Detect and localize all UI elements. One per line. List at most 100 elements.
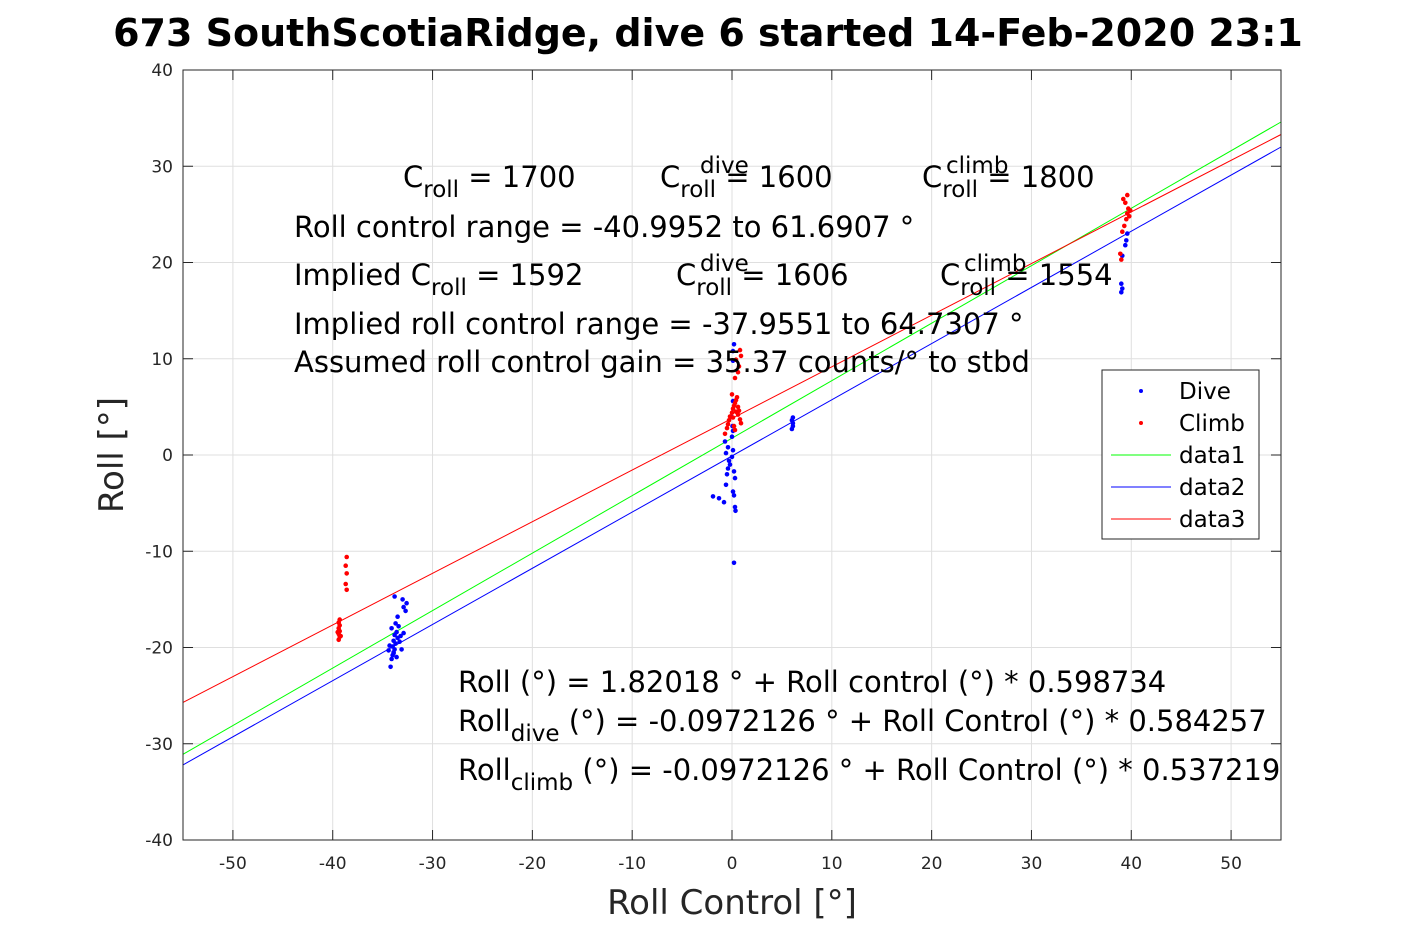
dive-point: [790, 415, 796, 420]
climb-point: [344, 554, 350, 560]
dive-point: [391, 638, 396, 644]
x-tick-label: 20: [921, 854, 943, 874]
range-text: Roll control range = -40.9952 to 61.6907…: [294, 210, 914, 244]
x-tick-label: -20: [518, 854, 546, 874]
climb-point: [733, 357, 739, 363]
dive-point: [394, 629, 399, 635]
climb-point: [738, 420, 744, 426]
dive-point: [732, 475, 738, 481]
legend-dive-label: Dive: [1179, 379, 1231, 405]
climb-point: [1122, 223, 1127, 229]
implied-coeff-dive-sup: dive: [700, 251, 749, 277]
climb-point: [343, 581, 349, 587]
dive-point: [1120, 286, 1125, 291]
climb-point: [729, 410, 735, 416]
dive-point: [733, 508, 738, 514]
x-tick-label: 40: [1120, 854, 1142, 874]
implied-coeff-dive: Croll = 1606: [676, 258, 849, 301]
climb-point: [736, 364, 742, 369]
dive-point: [726, 458, 732, 464]
dive-point: [398, 633, 403, 639]
dive-point: [395, 614, 400, 619]
climb-point: [737, 417, 743, 422]
climb-point: [1121, 196, 1126, 202]
data-points: [335, 192, 1133, 670]
climb-point: [734, 395, 740, 400]
dive-point: [1123, 242, 1128, 248]
implied-range-text: Implied roll control range = -37.9551 to…: [294, 307, 1024, 341]
dive-point: [722, 439, 728, 444]
dive-point: [396, 624, 401, 629]
climb-point: [335, 629, 341, 635]
legend-data1-label: data1: [1179, 443, 1245, 469]
fit-equation-dive: Rolldive (°) = -0.0972126 ° + Roll Contr…: [458, 704, 1267, 747]
y-tick-label: 30: [151, 157, 173, 177]
legend-data2-label: data2: [1179, 475, 1245, 501]
y-tick-label: -20: [145, 639, 173, 659]
dive-point: [723, 482, 729, 488]
y-tick-label: 10: [151, 350, 173, 370]
coeff-roll-dive: Croll = 1600: [660, 160, 833, 203]
climb-point: [731, 423, 737, 429]
dive-point: [394, 654, 399, 660]
climb-point: [338, 633, 344, 639]
dive-point: [397, 639, 402, 644]
legend-dive-marker: [1139, 389, 1143, 393]
x-tick-label: 30: [1021, 854, 1043, 874]
climb-point: [737, 347, 743, 353]
climb-point: [337, 617, 343, 622]
legend: Dive Climb data1 data2 data3: [1101, 369, 1260, 540]
y-tick-label: 0: [162, 446, 173, 466]
fit-equation-climb: Rollclimb (°) = -0.0972126 ° + Roll Cont…: [458, 753, 1280, 796]
dive-point: [724, 472, 730, 477]
dive-point: [732, 504, 738, 510]
x-tick-label: 10: [821, 854, 843, 874]
dive-point: [403, 608, 408, 614]
x-ticks: -50 -40 -30 -20 -10 0 10 20 30 40 50: [219, 70, 1242, 874]
y-tick-label: 20: [151, 254, 173, 274]
dive-point: [400, 597, 405, 602]
climb-point: [722, 431, 728, 437]
dive-point: [731, 342, 737, 347]
x-tick-label: -40: [319, 854, 347, 874]
x-axis-label: Roll Control [°]: [607, 883, 857, 923]
dive-point: [725, 445, 731, 450]
coeff-roll-climb-sup: climb: [946, 153, 1008, 179]
dive-point: [710, 494, 716, 499]
dive-point: [401, 604, 406, 610]
annotations: Croll = 1700 Croll = 1600 dive Croll = 1…: [294, 153, 1280, 796]
x-tick-label: -50: [219, 854, 247, 874]
fit-equation: Roll (°) = 1.82018 ° + Roll control (°) …: [458, 665, 1166, 699]
dive-point: [404, 600, 409, 606]
climb-point: [730, 415, 736, 420]
legend-data3-label: data3: [1179, 507, 1245, 533]
legend-climb-label: Climb: [1179, 411, 1245, 437]
climb-point: [1123, 200, 1128, 206]
y-tick-label: -10: [145, 542, 173, 562]
dive-point: [721, 499, 727, 505]
y-tick-label: -40: [145, 831, 173, 851]
implied-coeff-climb-sup: climb: [964, 251, 1026, 277]
y-tick-label: -30: [145, 735, 173, 755]
climb-point: [733, 409, 739, 415]
dive-point: [401, 630, 406, 636]
dive-point: [731, 560, 737, 566]
dive-point: [730, 489, 736, 494]
climb-point: [344, 587, 350, 593]
climb-point: [1119, 257, 1124, 262]
legend-climb-marker: [1139, 421, 1143, 425]
dive-point: [725, 466, 731, 471]
dive-point: [731, 469, 737, 474]
gain-text: Assumed roll control gain = 35.37 counts…: [294, 345, 1030, 379]
climb-point: [343, 563, 349, 568]
climb-point: [738, 353, 744, 359]
climb-point: [729, 392, 735, 397]
dive-point: [723, 450, 729, 456]
climb-point: [732, 427, 738, 433]
dive-point: [391, 651, 396, 656]
x-tick-label: -30: [419, 854, 447, 874]
dive-point: [1119, 290, 1124, 295]
dive-point: [1125, 231, 1130, 236]
chart-title: 673 SouthScotiaRidge, dive 6 started 14-…: [113, 11, 1303, 55]
